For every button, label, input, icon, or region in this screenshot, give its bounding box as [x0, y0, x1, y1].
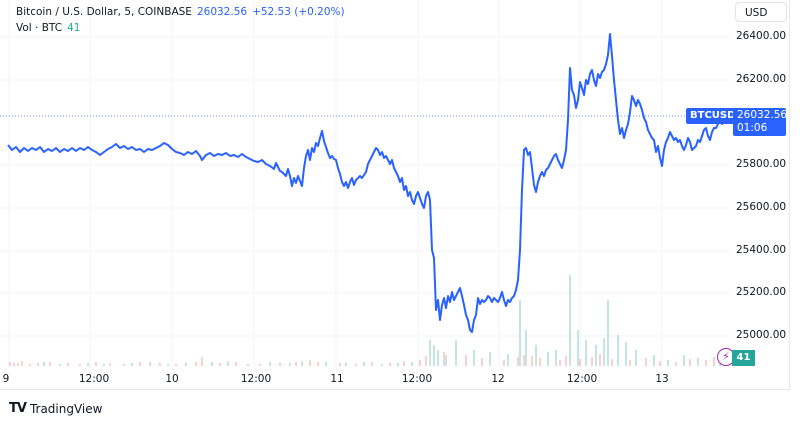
symbol-legend-row[interactable]: Bitcoin / U.S. Dollar, 5, COINBASE 26032.…: [16, 4, 345, 20]
x-tick: 12:00: [566, 373, 598, 385]
price-chart-canvas[interactable]: [0, 0, 790, 390]
volume-bars: [9, 275, 721, 366]
price-tag-value: 26032.56: [737, 109, 788, 121]
currency-button[interactable]: USD: [735, 2, 787, 22]
x-tick: 10: [165, 373, 179, 385]
tradingview-logo-icon: TV: [9, 401, 27, 416]
y-tick: 25400.00: [736, 244, 787, 256]
y-tick: 25600.00: [736, 201, 787, 213]
last-price: 26032.56: [196, 6, 248, 18]
chart-legend: Bitcoin / U.S. Dollar, 5, COINBASE 26032.…: [16, 4, 345, 36]
y-tick: 25800.00: [736, 158, 787, 170]
y-tick: 25000.00: [736, 329, 787, 341]
price-change: +52.53 (+0.20%): [252, 6, 345, 18]
x-tick: 12: [491, 373, 505, 385]
x-tick: 12:00: [78, 373, 110, 385]
x-tick: 12:00: [240, 373, 272, 385]
bar-countdown: 01:06: [737, 122, 768, 134]
volume-price-tag: 41: [732, 350, 755, 366]
price-line: [7, 33, 727, 333]
y-tick: 26200.00: [736, 73, 787, 85]
tradingview-logo[interactable]: TV TradingView: [9, 401, 102, 416]
grid-lines: [0, 0, 730, 368]
x-tick: 11: [330, 373, 344, 385]
x-tick: 13: [655, 373, 669, 385]
y-tick: 26400.00: [736, 30, 787, 42]
volume-value: 41: [67, 22, 81, 34]
x-tick: 9: [2, 373, 10, 385]
symbol-price-tag: BTCUSD: [686, 108, 740, 124]
tradingview-brand-name: TradingView: [29, 401, 103, 416]
symbol-title: Bitcoin / U.S. Dollar, 5, COINBASE: [16, 6, 192, 18]
y-tick: 25200.00: [736, 286, 787, 298]
volume-label: Vol · BTC: [16, 22, 63, 34]
volume-legend-row[interactable]: Vol · BTC 41: [16, 20, 345, 36]
last-price-tag: 26032.56 01:06: [733, 108, 788, 136]
chart-pane[interactable]: [0, 0, 790, 390]
x-tick: 12:00: [401, 373, 433, 385]
